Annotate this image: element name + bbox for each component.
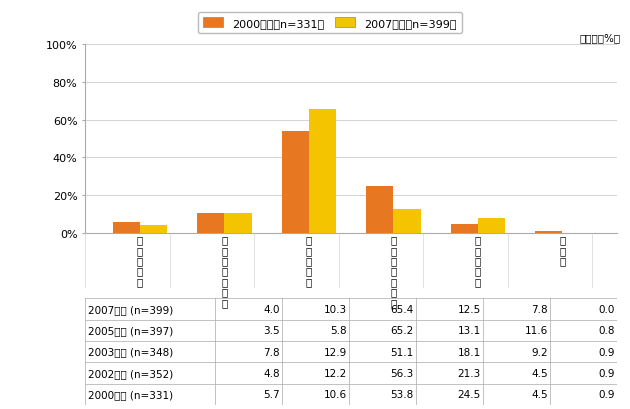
Text: 4.5: 4.5 (531, 368, 547, 378)
Bar (478, 218, 505, 233)
Text: 7.8: 7.8 (531, 304, 547, 314)
Text: 無
回
答: 無 回 答 (559, 235, 566, 265)
Text: 0.9: 0.9 (598, 347, 615, 357)
Text: 2002年度 (n=352): 2002年度 (n=352) (88, 368, 173, 378)
Bar (367, 187, 394, 233)
Text: 減
ら
し
た
い: 減 ら し た い (475, 235, 481, 286)
Text: 12.2: 12.2 (324, 368, 346, 378)
Text: 9.2: 9.2 (531, 347, 547, 357)
Text: 2007年度 (n=399): 2007年度 (n=399) (88, 304, 173, 314)
Text: 18.1: 18.1 (457, 347, 481, 357)
Text: 5.8: 5.8 (330, 326, 346, 335)
Text: 10.3: 10.3 (324, 304, 346, 314)
Text: （単位：%）: （単位：%） (580, 34, 621, 43)
Text: 0.8: 0.8 (598, 326, 615, 335)
Legend: 2000年度（n=331）, 2007年度（n=399）: 2000年度（n=331）, 2007年度（n=399） (198, 13, 462, 34)
Text: 51.1: 51.1 (391, 347, 414, 357)
Text: 10.6: 10.6 (324, 389, 346, 399)
Text: 5.7: 5.7 (263, 389, 280, 399)
Bar (197, 213, 224, 233)
Bar (451, 225, 478, 233)
Bar (309, 110, 336, 233)
Text: 変
わ
ら
な
い: 変 わ ら な い (306, 235, 312, 286)
Text: 4.5: 4.5 (531, 389, 547, 399)
Text: 4.8: 4.8 (263, 368, 280, 378)
Text: 4.0: 4.0 (263, 304, 280, 314)
Text: 65.4: 65.4 (391, 304, 414, 314)
Bar (140, 226, 167, 233)
Text: 2003年度 (n=348): 2003年度 (n=348) (88, 347, 173, 357)
Bar (113, 222, 140, 233)
Text: 0.9: 0.9 (598, 389, 615, 399)
Text: 13.1: 13.1 (457, 326, 481, 335)
Text: 12.5: 12.5 (457, 304, 481, 314)
Bar (536, 231, 563, 233)
Text: 65.2: 65.2 (391, 326, 414, 335)
Text: 24.5: 24.5 (457, 389, 481, 399)
Text: 7.8: 7.8 (263, 347, 280, 357)
Bar (282, 132, 309, 233)
Text: 増
や
し
た
い: 増 や し た い (137, 235, 143, 286)
Text: 0.9: 0.9 (598, 368, 615, 378)
Text: 12.9: 12.9 (324, 347, 346, 357)
Text: 11.6: 11.6 (525, 326, 547, 335)
Text: 3.5: 3.5 (263, 326, 280, 335)
Text: 21.3: 21.3 (457, 368, 481, 378)
Text: 56.3: 56.3 (391, 368, 414, 378)
Text: 2005年度 (n=397): 2005年度 (n=397) (88, 326, 173, 335)
Text: や
や
増
や
し
た
い: や や 増 や し た い (221, 235, 227, 307)
Text: 0.0: 0.0 (598, 304, 615, 314)
Bar (394, 209, 420, 233)
Bar (224, 214, 251, 233)
Text: や
や
減
ら
し
た
い: や や 減 ら し た い (391, 235, 397, 307)
Text: 53.8: 53.8 (391, 389, 414, 399)
Text: 2000年度 (n=331): 2000年度 (n=331) (88, 389, 173, 399)
